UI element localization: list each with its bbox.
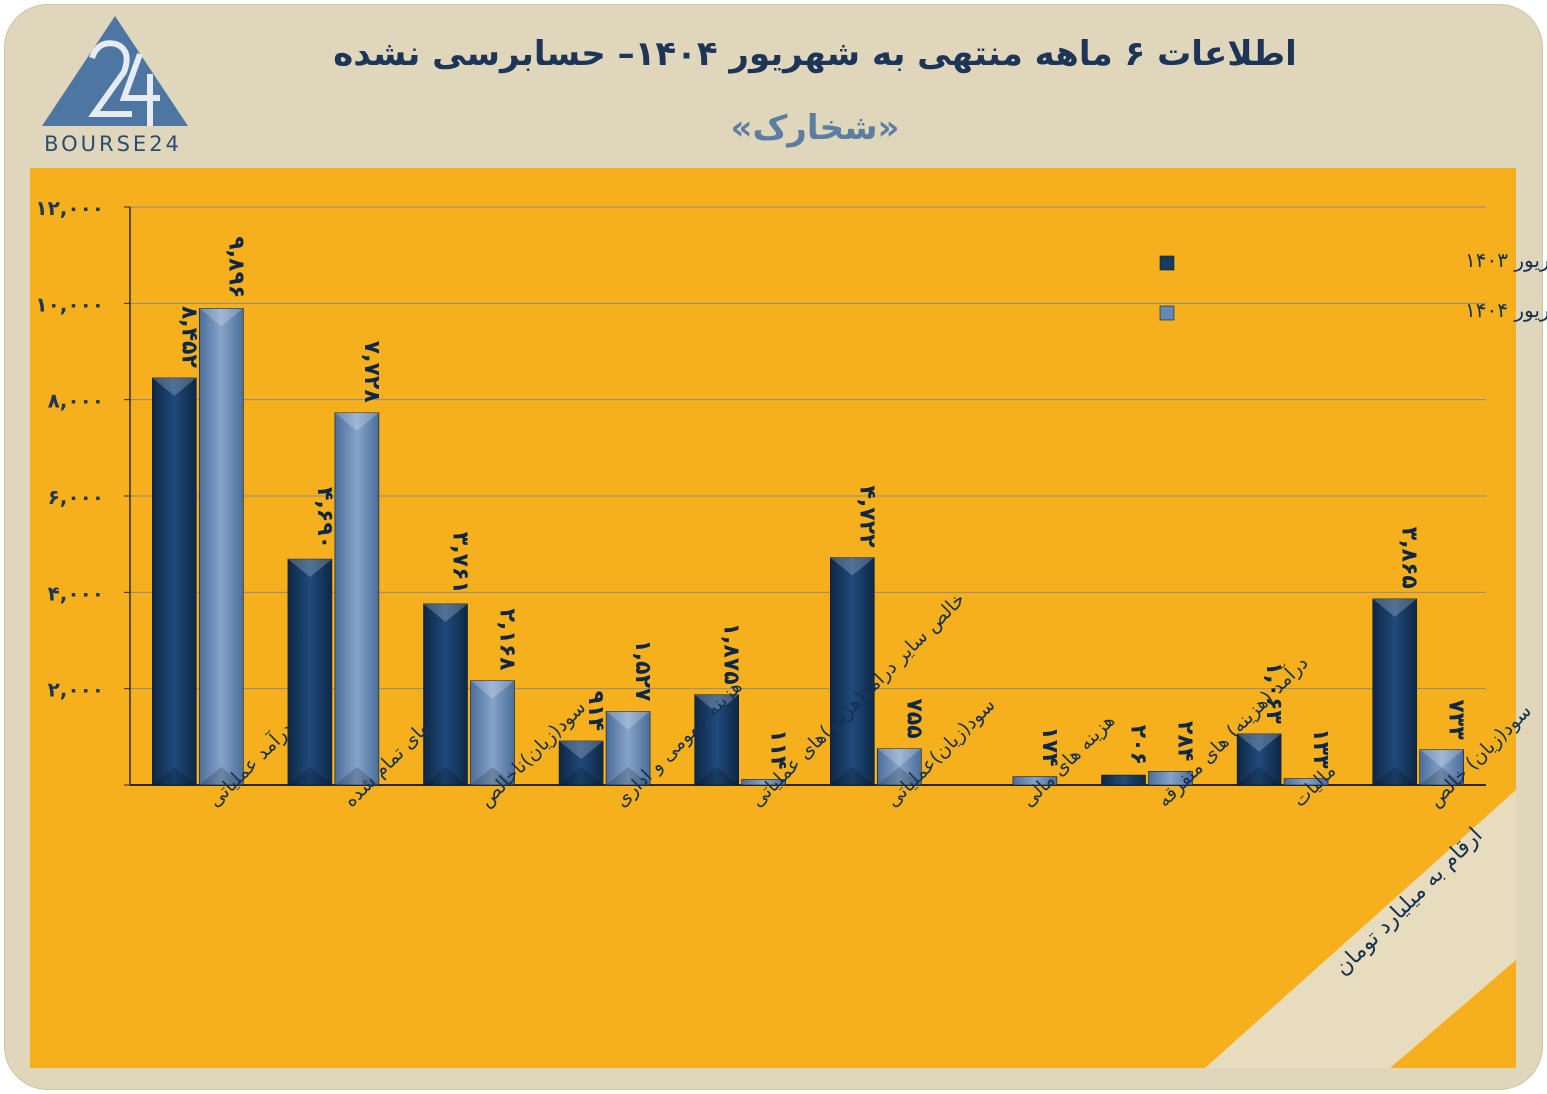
y-tick-label: ۶,۰۰۰ [48, 485, 104, 509]
bar-highlight [830, 557, 875, 576]
bar [152, 377, 197, 786]
legend-swatch [1159, 255, 1175, 271]
bar-highlight [877, 748, 922, 767]
corner-ribbon [1205, 790, 1516, 1068]
bar-highlight [287, 559, 332, 578]
y-tick-label: ۸,۰۰۰ [48, 389, 104, 413]
bar [694, 694, 740, 786]
bar-shade [334, 767, 379, 785]
bar [1101, 774, 1146, 786]
legend-swatch [1159, 305, 1175, 321]
bar [1148, 771, 1193, 786]
bar [287, 558, 333, 786]
bar [334, 412, 380, 786]
bar-shade [606, 767, 651, 785]
value-label: ۱۱۴ [766, 729, 791, 769]
bar [1283, 778, 1329, 786]
bar-shade [877, 767, 922, 785]
bar [423, 603, 468, 786]
bars [152, 308, 1464, 786]
bar-highlight [559, 740, 604, 759]
bar [199, 308, 244, 786]
value-label: ۴,۶۹۰ [312, 487, 337, 549]
bar-highlight [152, 377, 197, 396]
value-label: ۷,۷۲۸ [359, 341, 384, 404]
bar-highlight [1419, 749, 1464, 768]
y-tick-label: ۱۰,۰۰۰ [35, 292, 104, 316]
value-label: ۲۰۶ [1126, 725, 1151, 765]
value-label: ۱۷۴ [1037, 726, 1062, 766]
value-label: ۱,۵۲۷ [630, 639, 655, 702]
bar-shade [1372, 767, 1417, 785]
bar-shade [423, 767, 468, 785]
bar-highlight [606, 711, 651, 730]
bar-highlight [334, 412, 379, 431]
bar-shade [1237, 767, 1282, 785]
bar [1236, 733, 1282, 786]
bourse24-logo [42, 16, 188, 126]
logo-text: BOURSE24 [44, 132, 182, 156]
value-label: ۲,۱۶۸ [495, 608, 520, 671]
y-tick-label: ۱۲,۰۰۰ [35, 196, 104, 220]
page-title: اطلاعات ۶ ماهه منتهی به شهریور ۱۴۰۴– حسا… [333, 34, 1297, 74]
bar-shade [694, 767, 739, 785]
bar [741, 779, 787, 786]
bar [558, 740, 604, 786]
value-labels: ۸,۴۵۲ ۴,۶۹۰ ۳,۷۶۱ ۹۱۴ ۱,۸۷۵ ۴,۷۲۲ ۲۰۶ ۱,۰۶۳ ۳,۸۶… [176, 236, 1468, 769]
y-axis: ۲,۰۰۰ ۴,۰۰۰ ۶,۰۰۰ ۸,۰۰۰ ۱۰,۰۰۰ ۱۲,۰۰۰ [35, 196, 131, 786]
value-label: ۳,۸۶۵ [1397, 527, 1422, 589]
bar [605, 711, 651, 786]
value-label: ۱,۰۶۳ [1261, 662, 1286, 725]
value-label: ۱,۸۷۵ [719, 623, 744, 685]
value-label: ۸,۴۵۲ [176, 306, 201, 369]
bar [1419, 749, 1464, 786]
bar-highlight [1372, 598, 1417, 617]
bar [876, 748, 922, 786]
bar-highlight [1237, 733, 1282, 752]
value-label: ۳,۷۶۱ [448, 532, 473, 594]
bar-shade [559, 767, 604, 785]
bar [1372, 598, 1417, 786]
value-label: ۹,۸۹۶ [223, 236, 248, 298]
bar-highlight [199, 308, 244, 327]
value-label: ۹۱۴ [583, 691, 608, 731]
legend: عملکرد منتهی به شهریور ۱۴۰۳ عملکرد منتهی … [1159, 248, 1547, 322]
bar-shade [830, 767, 875, 785]
legend-label: عملکرد منتهی به شهریور ۱۴۰۴ [1465, 298, 1547, 322]
bar-shade [287, 767, 332, 785]
value-label: ۷۳۳ [1444, 699, 1469, 740]
bar [1012, 776, 1058, 786]
page-subtitle: «شخارک» [730, 108, 900, 148]
value-label: ۱۳۳ [1308, 728, 1333, 769]
bar [470, 680, 515, 786]
bar-shade [199, 767, 244, 785]
y-tick-label: ۲,۰۰۰ [48, 678, 104, 702]
value-label: ۷۵۵ [901, 698, 926, 738]
bar [829, 557, 875, 786]
value-label: ۲۸۴ [1173, 721, 1198, 761]
y-tick-label: ۴,۰۰۰ [48, 581, 104, 605]
bar-shade [152, 767, 197, 785]
legend-label: عملکرد منتهی به شهریور ۱۴۰۳ [1465, 248, 1547, 272]
value-label: ۴,۷۲۲ [854, 485, 879, 548]
bar-highlight [470, 680, 515, 699]
bar-highlight [694, 694, 739, 713]
bar-shade [1419, 767, 1464, 785]
bar-shade [470, 767, 515, 785]
bar-highlight [423, 603, 468, 622]
